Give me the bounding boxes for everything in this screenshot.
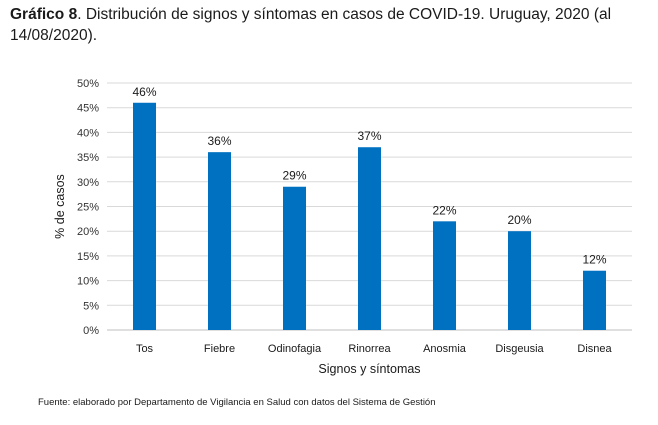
y-tick-label: 45%: [77, 103, 99, 115]
x-axis-title: Signos y síntomas: [318, 362, 420, 376]
data-label: 29%: [282, 169, 306, 183]
x-tick-label: Disnea: [577, 343, 612, 355]
y-tick-label: 30%: [77, 177, 99, 189]
data-label: 37%: [357, 129, 381, 143]
chart-title: Gráfico 8. Distribución de signos y sínt…: [10, 4, 650, 46]
y-tick-label: 50%: [77, 78, 99, 90]
x-tick-label: Anosmia: [423, 343, 467, 355]
y-tick-label: 10%: [77, 276, 99, 288]
bars: [133, 102, 606, 330]
bar-rinorrea: [358, 147, 381, 330]
x-axis-categories: Tos Fiebre Odinofagia Rinorrea Anosmia Disgeu…: [136, 343, 613, 355]
x-tick-label: Fiebre: [204, 343, 235, 355]
y-tick-label: 5%: [83, 300, 99, 312]
data-label: 36%: [207, 134, 231, 148]
y-axis-ticks: 0% 5% 10% 15% 20% 25% 30% 35% 40% 45% 50%: [77, 78, 99, 337]
y-tick-label: 0%: [83, 325, 99, 337]
bar-odinofagia: [283, 186, 306, 330]
data-label: 46%: [132, 85, 156, 99]
x-tick-label: Rinorrea: [348, 343, 391, 355]
y-axis-title: % de casos: [53, 174, 67, 239]
x-tick-label: Tos: [136, 343, 154, 355]
chart-title-text: . Distribución de signos y síntomas en c…: [10, 6, 612, 44]
bar-tos: [133, 102, 156, 330]
data-label: 12%: [582, 253, 606, 267]
data-labels: 46% 36% 29% 37% 22% 20% 12%: [132, 85, 606, 267]
bar-disnea: [583, 270, 606, 330]
y-tick-label: 20%: [77, 226, 99, 238]
y-tick-label: 25%: [77, 202, 99, 214]
x-tick-label: Odinofagia: [268, 343, 322, 355]
bar-anosmia: [433, 221, 456, 330]
data-label: 20%: [507, 213, 531, 227]
y-tick-label: 35%: [77, 152, 99, 164]
y-tick-label: 40%: [77, 127, 99, 139]
bar-fiebre: [208, 152, 231, 330]
chart-title-bold: Gráfico 8: [10, 6, 78, 23]
y-tick-label: 15%: [77, 251, 99, 263]
bar-disgeusia: [508, 231, 531, 330]
data-label: 22%: [432, 203, 456, 217]
source-note: Fuente: elaborado por Departamento de Vi…: [38, 397, 436, 408]
x-tick-label: Disgeusia: [495, 343, 544, 355]
